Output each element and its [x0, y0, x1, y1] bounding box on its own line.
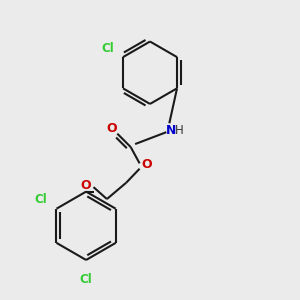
Text: O: O — [80, 179, 91, 192]
Text: O: O — [142, 158, 152, 171]
Text: H: H — [175, 124, 184, 137]
Text: Cl: Cl — [80, 273, 92, 286]
Text: Cl: Cl — [101, 42, 114, 55]
Text: N: N — [166, 124, 176, 137]
Text: Cl: Cl — [35, 193, 47, 206]
Text: O: O — [106, 122, 117, 135]
